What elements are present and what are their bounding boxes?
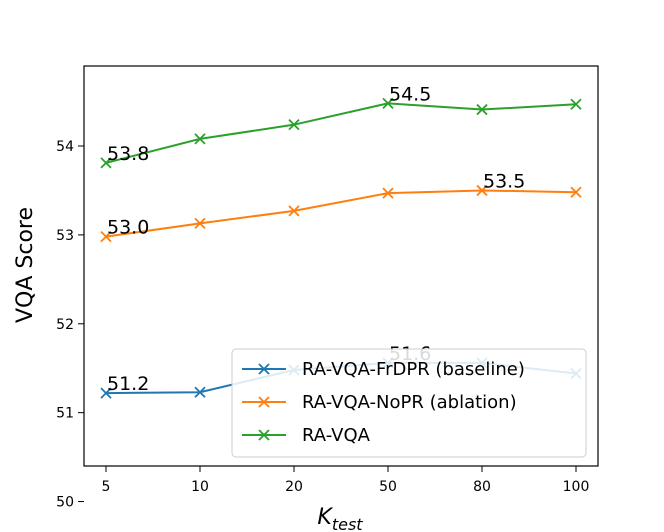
data-label: 53.0 xyxy=(107,217,149,239)
data-label: 53.5 xyxy=(483,170,525,192)
data-label: 54.5 xyxy=(389,83,431,105)
data-point-marker xyxy=(100,157,112,169)
legend-item: RA-VQA-FrDPR (baseline) xyxy=(242,359,525,380)
x-tick-label: 10 xyxy=(191,479,209,495)
legend-marker xyxy=(258,429,270,441)
data-point-marker xyxy=(100,387,112,399)
y-tick-label: 53 xyxy=(56,228,74,244)
x-tick-label: 50 xyxy=(379,479,397,495)
series-line xyxy=(105,189,577,238)
x-axis-ticks: 5 10 20 50 80 100 xyxy=(102,466,590,495)
data-point-marker xyxy=(194,133,206,145)
y-tick-label: 52 xyxy=(56,317,74,333)
data-label: 51.2 xyxy=(107,373,149,395)
legend-label: RA-VQA-FrDPR (baseline) xyxy=(302,359,525,380)
legend-item: RA-VQA-NoPR (ablation) xyxy=(242,392,517,413)
x-axis-label-main: K xyxy=(317,505,333,530)
data-point-marker xyxy=(100,231,112,243)
series-line xyxy=(105,102,577,164)
y-tick-label: 54 xyxy=(56,139,74,155)
data-point-marker xyxy=(194,386,206,398)
plot-area-border xyxy=(83,65,599,467)
x-tick-label: 5 xyxy=(102,479,111,495)
data-point-marker xyxy=(288,119,300,131)
x-tick-label: 20 xyxy=(285,479,303,495)
series-2 xyxy=(100,184,582,243)
series-3 xyxy=(100,97,582,169)
annotation-layer: 51.251.653.053.553.854.5 xyxy=(107,83,525,395)
legend: RA-VQA-FrDPR (baseline) RA-VQA-NoPR (abla… xyxy=(231,348,587,458)
y-axis-label: VQA Score xyxy=(13,207,38,323)
y-axis-ticks: 50 51 52 53 54 xyxy=(56,139,84,511)
data-point-marker xyxy=(382,97,394,109)
y-tick-label: 50 xyxy=(56,495,74,511)
x-tick-label: 100 xyxy=(563,479,590,495)
legend-box xyxy=(231,348,587,458)
data-point-marker xyxy=(382,187,394,199)
legend-marker xyxy=(258,363,270,375)
data-point-marker xyxy=(570,98,582,110)
data-point-marker xyxy=(476,103,488,116)
data-point-marker xyxy=(476,184,488,197)
data-label: 53.8 xyxy=(107,143,149,165)
x-axis-label: Ktest xyxy=(317,505,363,532)
data-point-marker xyxy=(194,217,206,229)
x-axis-label-sub: test xyxy=(332,515,363,532)
y-tick-label: 51 xyxy=(56,406,74,422)
legend-label: RA-VQA xyxy=(302,425,371,446)
legend-label: RA-VQA-NoPR (ablation) xyxy=(302,392,517,413)
data-point-marker xyxy=(570,186,582,198)
axes-frame xyxy=(83,65,599,467)
legend-item: RA-VQA xyxy=(242,425,371,446)
data-point-marker xyxy=(288,205,300,217)
legend-marker xyxy=(258,396,270,408)
x-tick-label: 80 xyxy=(473,479,491,495)
